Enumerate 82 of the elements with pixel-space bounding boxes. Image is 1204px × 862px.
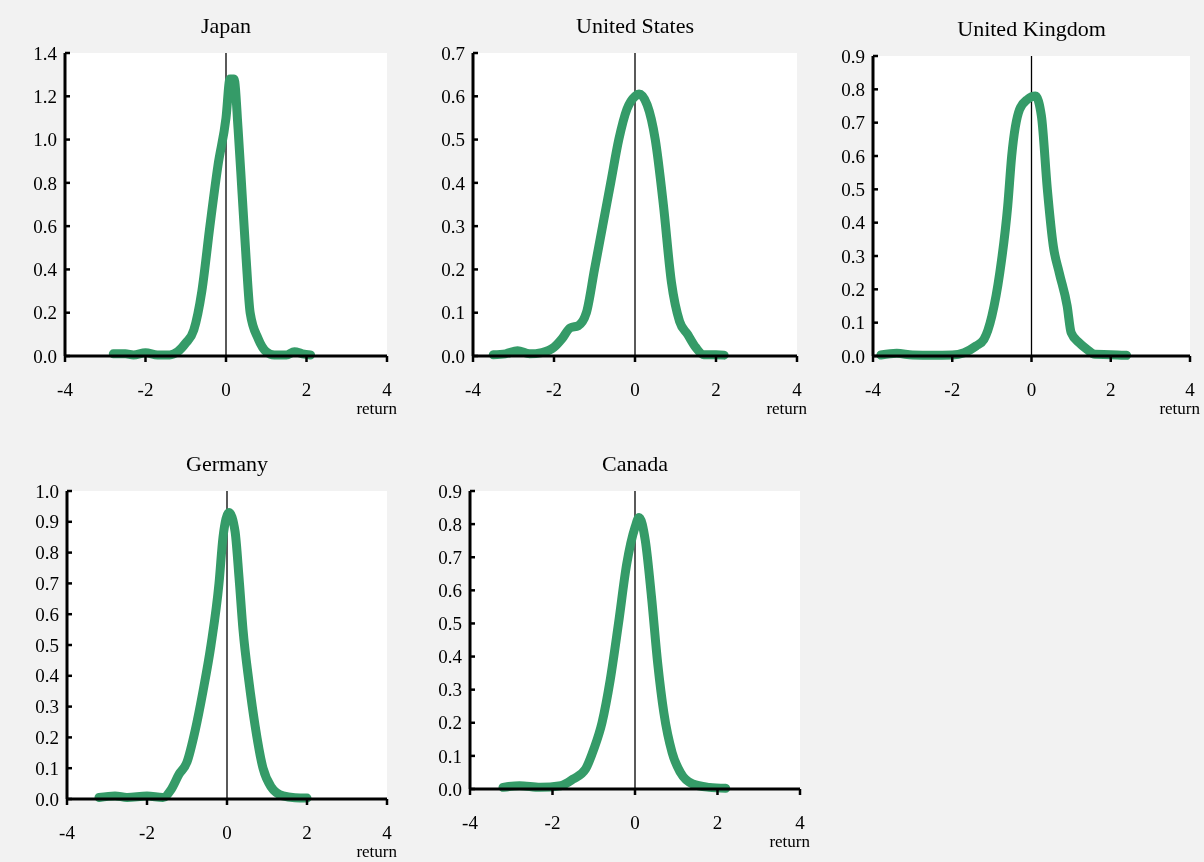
y-tick-label: 0.2 [841,278,865,300]
y-tick-label: 0.3 [438,679,462,701]
x-tick-label: -4 [865,379,882,400]
y-tick-label: 0.3 [841,245,865,267]
y-tick-label: 1.0 [35,480,59,502]
x-tick-label: -2 [139,822,155,843]
x-tick-label: 2 [712,812,723,833]
y-tick-label: 0.8 [841,78,865,100]
y-tick-label: 0.6 [441,85,465,107]
y-tick-label: 0.5 [35,634,59,656]
y-tick-label: 0.1 [35,757,59,779]
y-tick-label: 0.6 [841,145,865,167]
x-axis-title: return [769,832,811,851]
x-tick-label: 0 [630,379,640,400]
y-tick-label: 0.3 [35,696,59,718]
x-tick-label: 0 [221,379,231,400]
y-tick-label: 0.4 [841,212,866,234]
x-tick-label: 4 [1185,379,1196,400]
y-tick-label: 0.3 [441,215,465,237]
y-tick-label: 0.0 [438,778,462,800]
x-tick-label: -4 [57,379,74,400]
y-tick-label: 0.8 [33,172,57,194]
x-tick-label: 0 [1026,379,1037,400]
y-tick-label: 0.6 [35,603,59,625]
y-tick-label: 0.0 [841,345,865,367]
y-tick-label: 0.9 [438,480,462,502]
y-tick-label: 1.4 [33,42,58,64]
x-tick-label: -2 [944,379,961,400]
x-tick-label: -4 [465,379,482,400]
y-tick-label: 1.2 [33,85,57,107]
x-tick-label: -4 [59,822,76,843]
chart-title: United Kingdom [957,16,1106,41]
x-tick-label: -2 [546,379,562,400]
y-tick-label: 0.2 [35,727,59,749]
y-tick-label: 0.8 [35,542,59,564]
y-tick-label: 0.2 [33,302,57,324]
y-tick-label: 0.9 [35,511,59,533]
x-tick-label: -2 [544,812,561,833]
y-tick-label: 0.0 [33,345,57,367]
x-axis-title: return [356,399,398,418]
y-tick-label: 0.4 [441,172,466,194]
x-tick-label: 4 [795,812,806,833]
chart-title: United States [576,13,694,38]
x-tick-label: 4 [382,822,393,843]
y-tick-label: 0.7 [35,573,59,595]
y-tick-label: 0.7 [441,42,465,64]
x-tick-label: 2 [1106,379,1116,400]
y-tick-label: 0.1 [441,302,465,324]
chart-title: Germany [186,451,268,476]
y-tick-label: 0.2 [441,259,465,281]
y-tick-label: 0.1 [841,312,865,334]
y-tick-label: 0.4 [35,665,60,687]
y-tick-label: 0.5 [438,613,462,635]
y-tick-label: 0.7 [438,546,462,568]
x-tick-label: 2 [301,379,312,400]
y-tick-label: 0.6 [33,215,57,237]
y-tick-label: 0.0 [35,788,59,810]
chart-title: Canada [602,451,669,476]
x-tick-label: -4 [462,812,479,833]
y-tick-label: 0.1 [438,745,462,767]
x-tick-label: 4 [382,379,393,400]
x-tick-label: 0 [222,822,232,843]
y-tick-label: 0.4 [33,259,58,281]
x-tick-label: 0 [630,812,640,833]
y-tick-label: 0.4 [438,646,463,668]
x-axis-title: return [1159,399,1201,418]
x-tick-label: 4 [792,379,803,400]
y-tick-label: 0.6 [438,579,462,601]
x-axis-title: return [766,399,808,418]
x-tick-label: -2 [137,379,154,400]
x-axis-title: return [356,842,398,861]
y-tick-label: 0.2 [438,712,462,734]
y-tick-label: 0.8 [438,513,462,535]
x-tick-label: 2 [302,822,312,843]
y-tick-label: 1.0 [33,129,57,151]
y-tick-label: 0.5 [441,129,465,151]
y-tick-label: 0.0 [441,345,465,367]
chart-title: Japan [200,13,252,38]
x-tick-label: 2 [711,379,721,400]
y-tick-label: 0.5 [841,178,865,200]
y-tick-label: 0.9 [841,45,865,67]
y-tick-label: 0.7 [841,112,865,134]
